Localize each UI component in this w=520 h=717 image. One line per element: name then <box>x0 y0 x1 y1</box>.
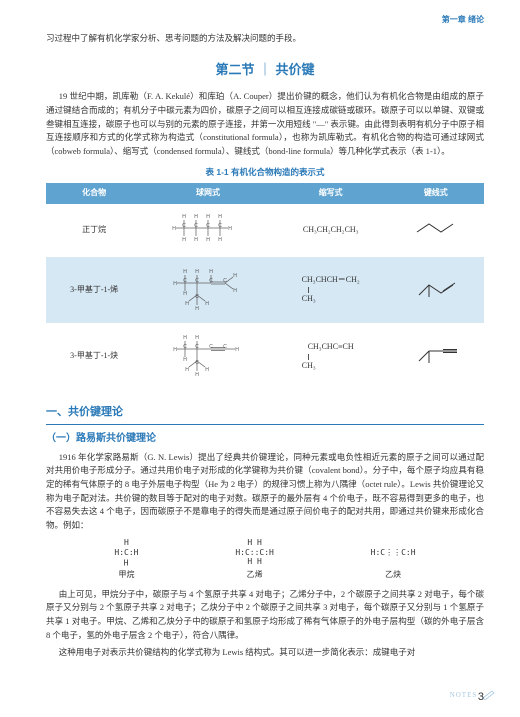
compound-name: 3-甲基丁-1-烯 <box>46 257 142 324</box>
svg-text:C: C <box>183 344 187 350</box>
table-row: 3-甲基丁-1-炔 HHH H HHHH CCCCC <box>46 323 484 390</box>
svg-text:H: H <box>235 347 239 353</box>
svg-text:C: C <box>195 278 199 284</box>
svg-text:H: H <box>206 237 210 243</box>
chapter-header: 第一章 绪论 <box>442 14 484 27</box>
paragraph-3: 由上可见，甲烷分子中，碳原子与 4 个氢原子共享 4 对电子；乙烯分子中，2 个… <box>46 588 484 642</box>
svg-text:H: H <box>228 226 232 232</box>
svg-text:H: H <box>194 214 198 220</box>
compound-name: 正丁烷 <box>46 204 142 257</box>
subheading-1: 一、共价键理论 <box>46 404 484 425</box>
bondline-cell <box>388 204 484 257</box>
svg-text:H: H <box>195 372 199 378</box>
th: 键线式 <box>388 183 484 204</box>
section-title: 第二节｜共价键 <box>46 60 484 81</box>
table-caption: 表 1-1 有机化合物构造的表示式 <box>46 166 484 180</box>
condensed-cell: CH₃CHC≡CH CH₃ <box>274 323 388 390</box>
notes-label: NOTES <box>450 690 496 701</box>
svg-text:H: H <box>183 357 187 363</box>
cobweb-cell: HHH H HHHH CCCCC <box>142 323 273 390</box>
svg-text:H: H <box>205 301 209 307</box>
svg-text:H: H <box>183 269 187 275</box>
cobweb-cell: HHHH HHHH HH CCCC <box>142 204 273 257</box>
table-row: 3-甲基丁-1-烯 HHH HHH HHHH CCCCC <box>46 257 484 324</box>
lewis-item: H HH꞉C꞉꞉C꞉HH H 乙烯 <box>235 538 274 582</box>
th: 球网式 <box>142 183 273 204</box>
svg-text:H: H <box>172 226 176 232</box>
svg-text:H: H <box>182 237 186 243</box>
structure-table: 化合物 球网式 缩写式 键线式 正丁烷 HHHH HHHH HH CCCC <box>46 183 484 390</box>
paragraph-1: 19 世纪中期，凯库勒（F. A. Kekulé）和库珀（A. Couper）提… <box>46 90 484 158</box>
condensed-cell: CH₃CHCH＝CH₂ CH₃ <box>274 257 388 324</box>
svg-text:H: H <box>218 237 222 243</box>
svg-text:H: H <box>209 269 213 275</box>
condensed-cell: CH₃CH₂CH₂CH₃ <box>274 204 388 257</box>
svg-text:H: H <box>218 214 222 220</box>
svg-text:C: C <box>182 223 186 229</box>
svg-text:H: H <box>206 214 210 220</box>
compound-name: 3-甲基丁-1-炔 <box>46 323 142 390</box>
svg-text:H: H <box>183 335 187 341</box>
section-name: 共价键 <box>276 62 315 77</box>
intro-tail: 习过程中了解有机化学家分析、思考问题的方法及解决问题的手段。 <box>46 32 484 46</box>
svg-text:C: C <box>195 294 199 300</box>
svg-text:C: C <box>223 344 227 350</box>
svg-text:H: H <box>194 237 198 243</box>
lewis-item: H꞉C⋮⋮C꞉H 乙炔 <box>371 538 416 582</box>
svg-text:C: C <box>195 360 199 366</box>
svg-text:H: H <box>173 347 177 353</box>
svg-text:H: H <box>233 288 237 294</box>
svg-text:H: H <box>195 335 199 341</box>
svg-text:H: H <box>185 367 189 373</box>
paragraph-4: 这种用电子对表示共价键结构的化学式称为 Lewis 结构式。其可以进一步简化表示… <box>46 646 484 660</box>
svg-text:C: C <box>218 223 222 229</box>
bondline-cell <box>388 323 484 390</box>
lewis-item: HH꞉C꞉H H 甲烷 <box>114 538 138 582</box>
paragraph-2: 1916 年化学家路易斯（G. N. Lewis）提出了经典共价键理论，同种元素… <box>46 451 484 533</box>
th: 缩写式 <box>274 183 388 204</box>
svg-text:C: C <box>209 344 213 350</box>
svg-text:C: C <box>209 278 213 284</box>
svg-text:C: C <box>195 344 199 350</box>
page-number: 3 <box>478 689 484 707</box>
svg-text:H: H <box>185 301 189 307</box>
cobweb-cell: HHH HHH HHHH CCCCC <box>142 257 273 324</box>
table-row: 正丁烷 HHHH HHHH HH CCCC CH₃CH₂CH₂CH₃ <box>46 204 484 257</box>
th: 化合物 <box>46 183 142 204</box>
svg-text:H: H <box>183 291 187 297</box>
svg-text:H: H <box>233 273 237 279</box>
svg-text:C: C <box>206 223 210 229</box>
svg-text:C: C <box>194 223 198 229</box>
svg-text:C: C <box>223 278 227 284</box>
svg-text:H: H <box>195 306 199 312</box>
table-header-row: 化合物 球网式 缩写式 键线式 <box>46 183 484 204</box>
pencil-icon <box>482 690 496 700</box>
section-num: 第二节 <box>215 62 254 77</box>
svg-text:H: H <box>205 367 209 373</box>
svg-text:H: H <box>173 281 177 287</box>
lewis-structures: HH꞉C꞉H H 甲烷 H HH꞉C꞉꞉C꞉HH H 乙烯 H꞉C⋮⋮C꞉H 乙… <box>66 538 464 582</box>
svg-text:H: H <box>182 214 186 220</box>
svg-text:H: H <box>195 269 199 275</box>
svg-text:C: C <box>183 278 187 284</box>
subheading-2: （一）路易斯共价键理论 <box>46 431 484 447</box>
bondline-cell <box>388 257 484 324</box>
